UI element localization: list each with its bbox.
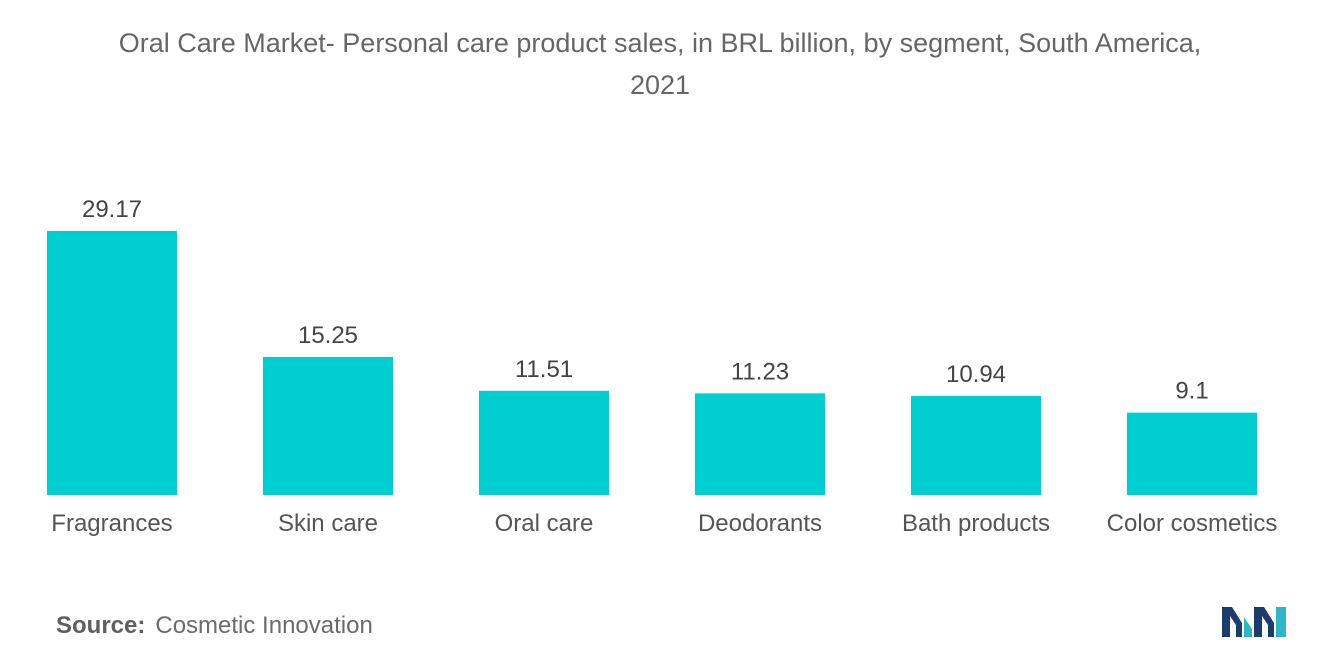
category-label: Skin care — [278, 510, 378, 537]
source-label: Source: — [56, 612, 146, 639]
value-label: 10.94 — [946, 361, 1006, 388]
value-label: 11.23 — [731, 358, 789, 385]
bar-chart: 29.17 Fragrances 15.25 Skin care 11.51 Oral c… — [47, 196, 1278, 537]
chart-title: Oral Care Market- Personal care product … — [0, 22, 1320, 106]
chart-title-line-2: 2021 — [629, 70, 691, 100]
bar-oral-care — [479, 390, 609, 495]
category-label: Bath products — [902, 510, 1050, 537]
chart-title-line-1: Oral Care Market- Personal care product … — [118, 28, 1202, 58]
value-label: 15.25 — [298, 322, 358, 349]
category-label: Color cosmetics — [1107, 510, 1278, 537]
category-label: Oral care — [495, 510, 594, 537]
value-label: 11.51 — [515, 356, 573, 383]
bar-bath-products — [911, 395, 1041, 495]
mordor-intelligence-logo-icon — [1222, 607, 1286, 637]
bar-deodorants — [695, 393, 825, 495]
source-text: Cosmetic Innovation — [155, 612, 373, 639]
value-label: 9.1 — [1175, 378, 1208, 405]
category-label: Deodorants — [698, 510, 822, 537]
source-note: Source: Cosmetic Innovation — [56, 612, 373, 640]
bar-fragrances — [47, 231, 177, 495]
bar-color-cosmetics — [1127, 412, 1257, 495]
value-label: 29.17 — [82, 196, 142, 223]
bar-skin-care — [263, 356, 393, 495]
category-label: Fragrances — [51, 510, 172, 537]
